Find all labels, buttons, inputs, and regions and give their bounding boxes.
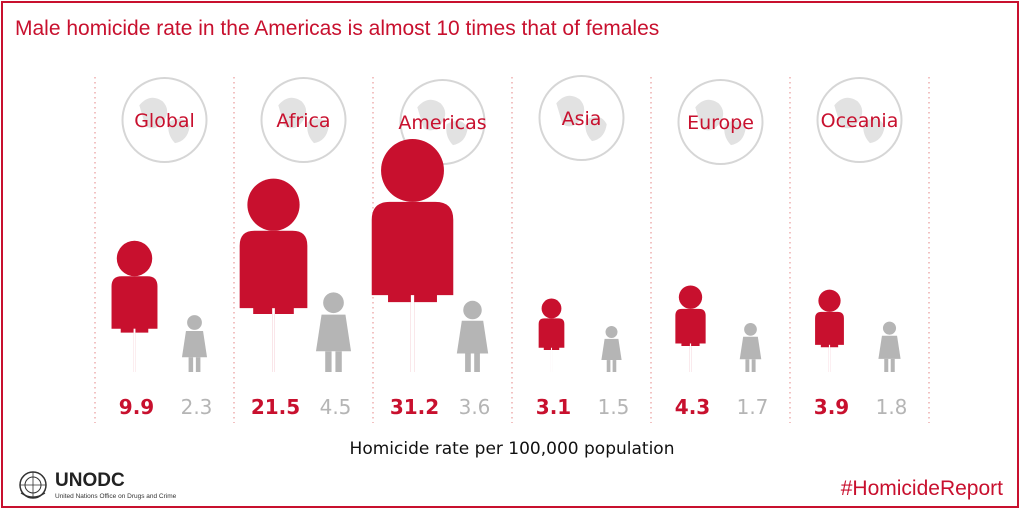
male-figure-icon — [371, 139, 454, 372]
region-label: Americas — [398, 112, 486, 134]
male-value-label: 31.2 — [390, 395, 439, 419]
org-full-name: United Nations Office on Drugs and Crime — [55, 493, 177, 500]
chart: Global 9.9 2.3 Africa 21.5 4.5 Americas 31.2 3.6… — [94, 75, 930, 423]
male-value-label: 3.1 — [536, 395, 571, 419]
female-value-label: 1.5 — [598, 395, 630, 419]
female-figure-icon — [181, 315, 208, 372]
hashtag: #HomicideReport — [840, 477, 1003, 500]
org-name: UNODC — [55, 470, 125, 491]
region-globe-icon — [538, 75, 625, 161]
female-value-label: 1.8 — [876, 395, 908, 419]
male-value-label: 3.9 — [814, 395, 849, 419]
chart-title: Male homicide rate in the Americas is al… — [15, 17, 660, 40]
region-label: Asia — [562, 108, 602, 130]
female-value-label: 1.7 — [737, 395, 769, 419]
female-figure-icon — [456, 300, 489, 372]
x-axis-label: Homicide rate per 100,000 population — [349, 439, 675, 459]
region-globe-icon — [816, 77, 903, 163]
male-value-label: 4.3 — [675, 395, 710, 419]
region-globe-icon — [677, 79, 764, 165]
region-label: Global — [134, 110, 195, 132]
male-figure-icon — [111, 240, 158, 372]
male-figure-icon — [815, 289, 844, 372]
female-value-label: 2.3 — [181, 395, 213, 419]
female-value-label: 4.5 — [320, 395, 352, 419]
un-emblem-icon — [19, 471, 47, 499]
unodc-logo: UNODC United Nations Office on Drugs and… — [17, 467, 217, 507]
male-value-label: 9.9 — [119, 395, 154, 419]
male-value-label: 21.5 — [251, 395, 300, 419]
female-figure-icon — [601, 326, 622, 372]
male-figure-icon — [538, 298, 565, 372]
region-label: Africa — [276, 110, 330, 132]
female-figure-icon — [315, 292, 352, 372]
female-figure-icon — [878, 321, 901, 372]
region-globe-icon — [121, 77, 208, 163]
region-label: Oceania — [821, 110, 899, 132]
male-figure-icon — [239, 178, 308, 372]
region-globe-icon — [260, 77, 347, 163]
male-figure-icon — [675, 285, 706, 372]
region-label: Europe — [687, 112, 754, 134]
female-figure-icon — [739, 323, 762, 372]
female-value-label: 3.6 — [459, 395, 491, 419]
